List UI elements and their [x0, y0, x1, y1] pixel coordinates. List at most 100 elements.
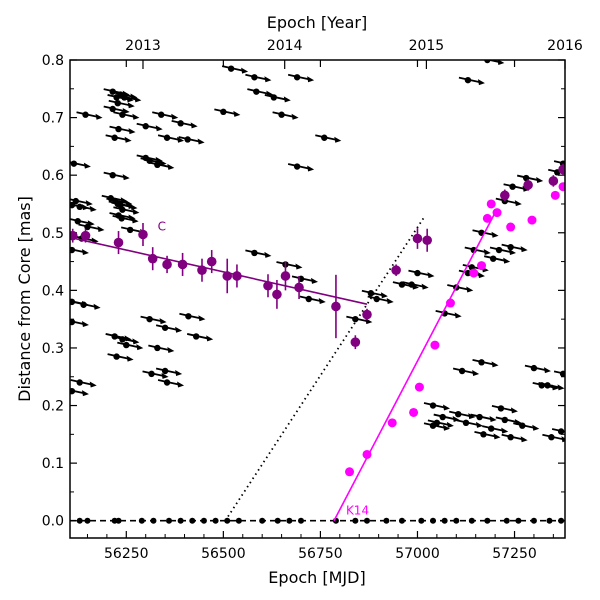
x-tick-label: 56500 — [201, 546, 246, 562]
component-arrowhead — [421, 283, 429, 290]
core-point — [383, 517, 390, 524]
component-arrowhead — [97, 226, 105, 233]
component-arrowhead — [307, 76, 315, 83]
series-k14-point — [345, 467, 355, 477]
core-point — [515, 517, 522, 524]
component-arrowhead — [159, 318, 167, 325]
component-point — [118, 215, 125, 222]
y-tick-label: 0.5 — [42, 226, 64, 242]
component-point — [119, 206, 126, 213]
core-point — [430, 517, 436, 524]
core-point — [546, 517, 553, 524]
series-c-point — [294, 282, 304, 293]
component-point — [497, 405, 505, 412]
core-point — [418, 517, 425, 524]
component-point — [519, 422, 526, 429]
top-axis-title: Epoch [Year] — [267, 13, 367, 32]
y-tick-label: 0.2 — [42, 399, 64, 415]
component-arrowhead — [132, 338, 140, 345]
series-k14-point — [414, 382, 424, 392]
component-point — [114, 99, 121, 107]
component-point — [548, 434, 555, 441]
component-point — [373, 295, 380, 303]
y-tick-label: 0.4 — [42, 283, 64, 299]
y-tick-label: 0.8 — [42, 53, 64, 69]
component-arrowhead — [318, 298, 326, 304]
component-arrow — [485, 60, 502, 64]
component-point — [305, 295, 312, 303]
component-arrowhead — [124, 136, 132, 143]
component-arrowhead — [134, 96, 142, 103]
component-arrowhead — [241, 67, 249, 74]
component-arrowhead — [468, 413, 476, 420]
component-arrowhead — [543, 367, 551, 374]
reference-lines — [70, 215, 565, 522]
series-k14-point — [430, 340, 440, 350]
core-point — [138, 517, 145, 524]
component-arrowhead — [81, 390, 89, 397]
component-point — [464, 76, 472, 84]
component-arrowhead — [443, 424, 450, 431]
component-arrowhead — [567, 171, 574, 177]
axis-ticks — [70, 59, 566, 538]
component-arrowhead — [131, 217, 139, 224]
top-year-label: 2013 — [125, 38, 161, 54]
component-arrowhead — [446, 421, 454, 428]
top-year-label: 2015 — [409, 38, 445, 54]
core-point — [235, 517, 242, 524]
core-point — [484, 517, 491, 524]
component-arrowhead — [489, 416, 497, 423]
component-arrowhead — [307, 165, 315, 172]
series-k14-label: K14 — [346, 504, 369, 518]
core-point — [76, 517, 83, 524]
component-point — [429, 402, 437, 409]
component-point — [220, 108, 227, 116]
component-point — [177, 120, 184, 127]
component-point — [163, 379, 171, 386]
component-point — [121, 94, 128, 101]
component-point — [507, 434, 514, 441]
component-point — [544, 382, 551, 389]
series-k14 — [333, 182, 565, 522]
tick-labels: 56250 56500 56750 57000 57250 0.0 0.1 0.2 0.3 0.4… — [42, 38, 583, 562]
series-c-point — [331, 301, 341, 312]
component-point — [70, 318, 76, 326]
component-arrowhead — [175, 369, 183, 376]
core-point — [468, 517, 475, 524]
component-arrowhead — [233, 110, 241, 117]
component-point — [70, 298, 76, 306]
y-tick-label: 0.0 — [42, 514, 64, 530]
series-c-point — [558, 164, 565, 175]
component-point — [480, 431, 487, 438]
component-point — [408, 281, 415, 288]
component-arrowhead — [573, 373, 580, 379]
component-point — [192, 333, 200, 340]
component-arrowhead — [509, 249, 516, 256]
component-arrowhead — [197, 138, 205, 145]
component-arrowhead — [334, 136, 342, 143]
component-arrowhead — [264, 251, 272, 258]
series-k14-fit-line — [333, 212, 496, 522]
component-point — [113, 353, 120, 360]
component-point — [74, 218, 81, 225]
component-arrowhead — [510, 407, 518, 414]
component-point — [501, 416, 509, 424]
component-arrowhead — [477, 79, 485, 86]
component-arrowhead — [491, 231, 499, 238]
component-point — [154, 161, 161, 169]
component-point — [557, 428, 565, 435]
component-point — [115, 125, 122, 133]
component-arrowhead — [454, 312, 462, 319]
series-k14-point — [506, 222, 516, 232]
x-tick-label: 56750 — [298, 546, 343, 562]
component-point — [76, 379, 83, 386]
component-arrowhead — [175, 326, 183, 333]
component-arrowhead — [466, 286, 474, 293]
series-c-point — [147, 253, 158, 264]
series-c-point — [272, 289, 282, 300]
series-c-point — [263, 280, 273, 291]
component-point — [462, 419, 470, 427]
component-point — [111, 134, 118, 141]
core-point — [115, 517, 122, 524]
component-point — [559, 370, 565, 378]
